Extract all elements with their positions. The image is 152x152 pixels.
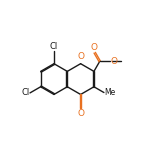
Text: O: O (77, 52, 84, 61)
Text: Cl: Cl (50, 42, 58, 51)
Text: Me: Me (105, 88, 116, 97)
Text: O: O (110, 57, 117, 66)
Text: Cl: Cl (21, 88, 29, 97)
Text: O: O (77, 109, 84, 118)
Text: O: O (90, 43, 97, 52)
